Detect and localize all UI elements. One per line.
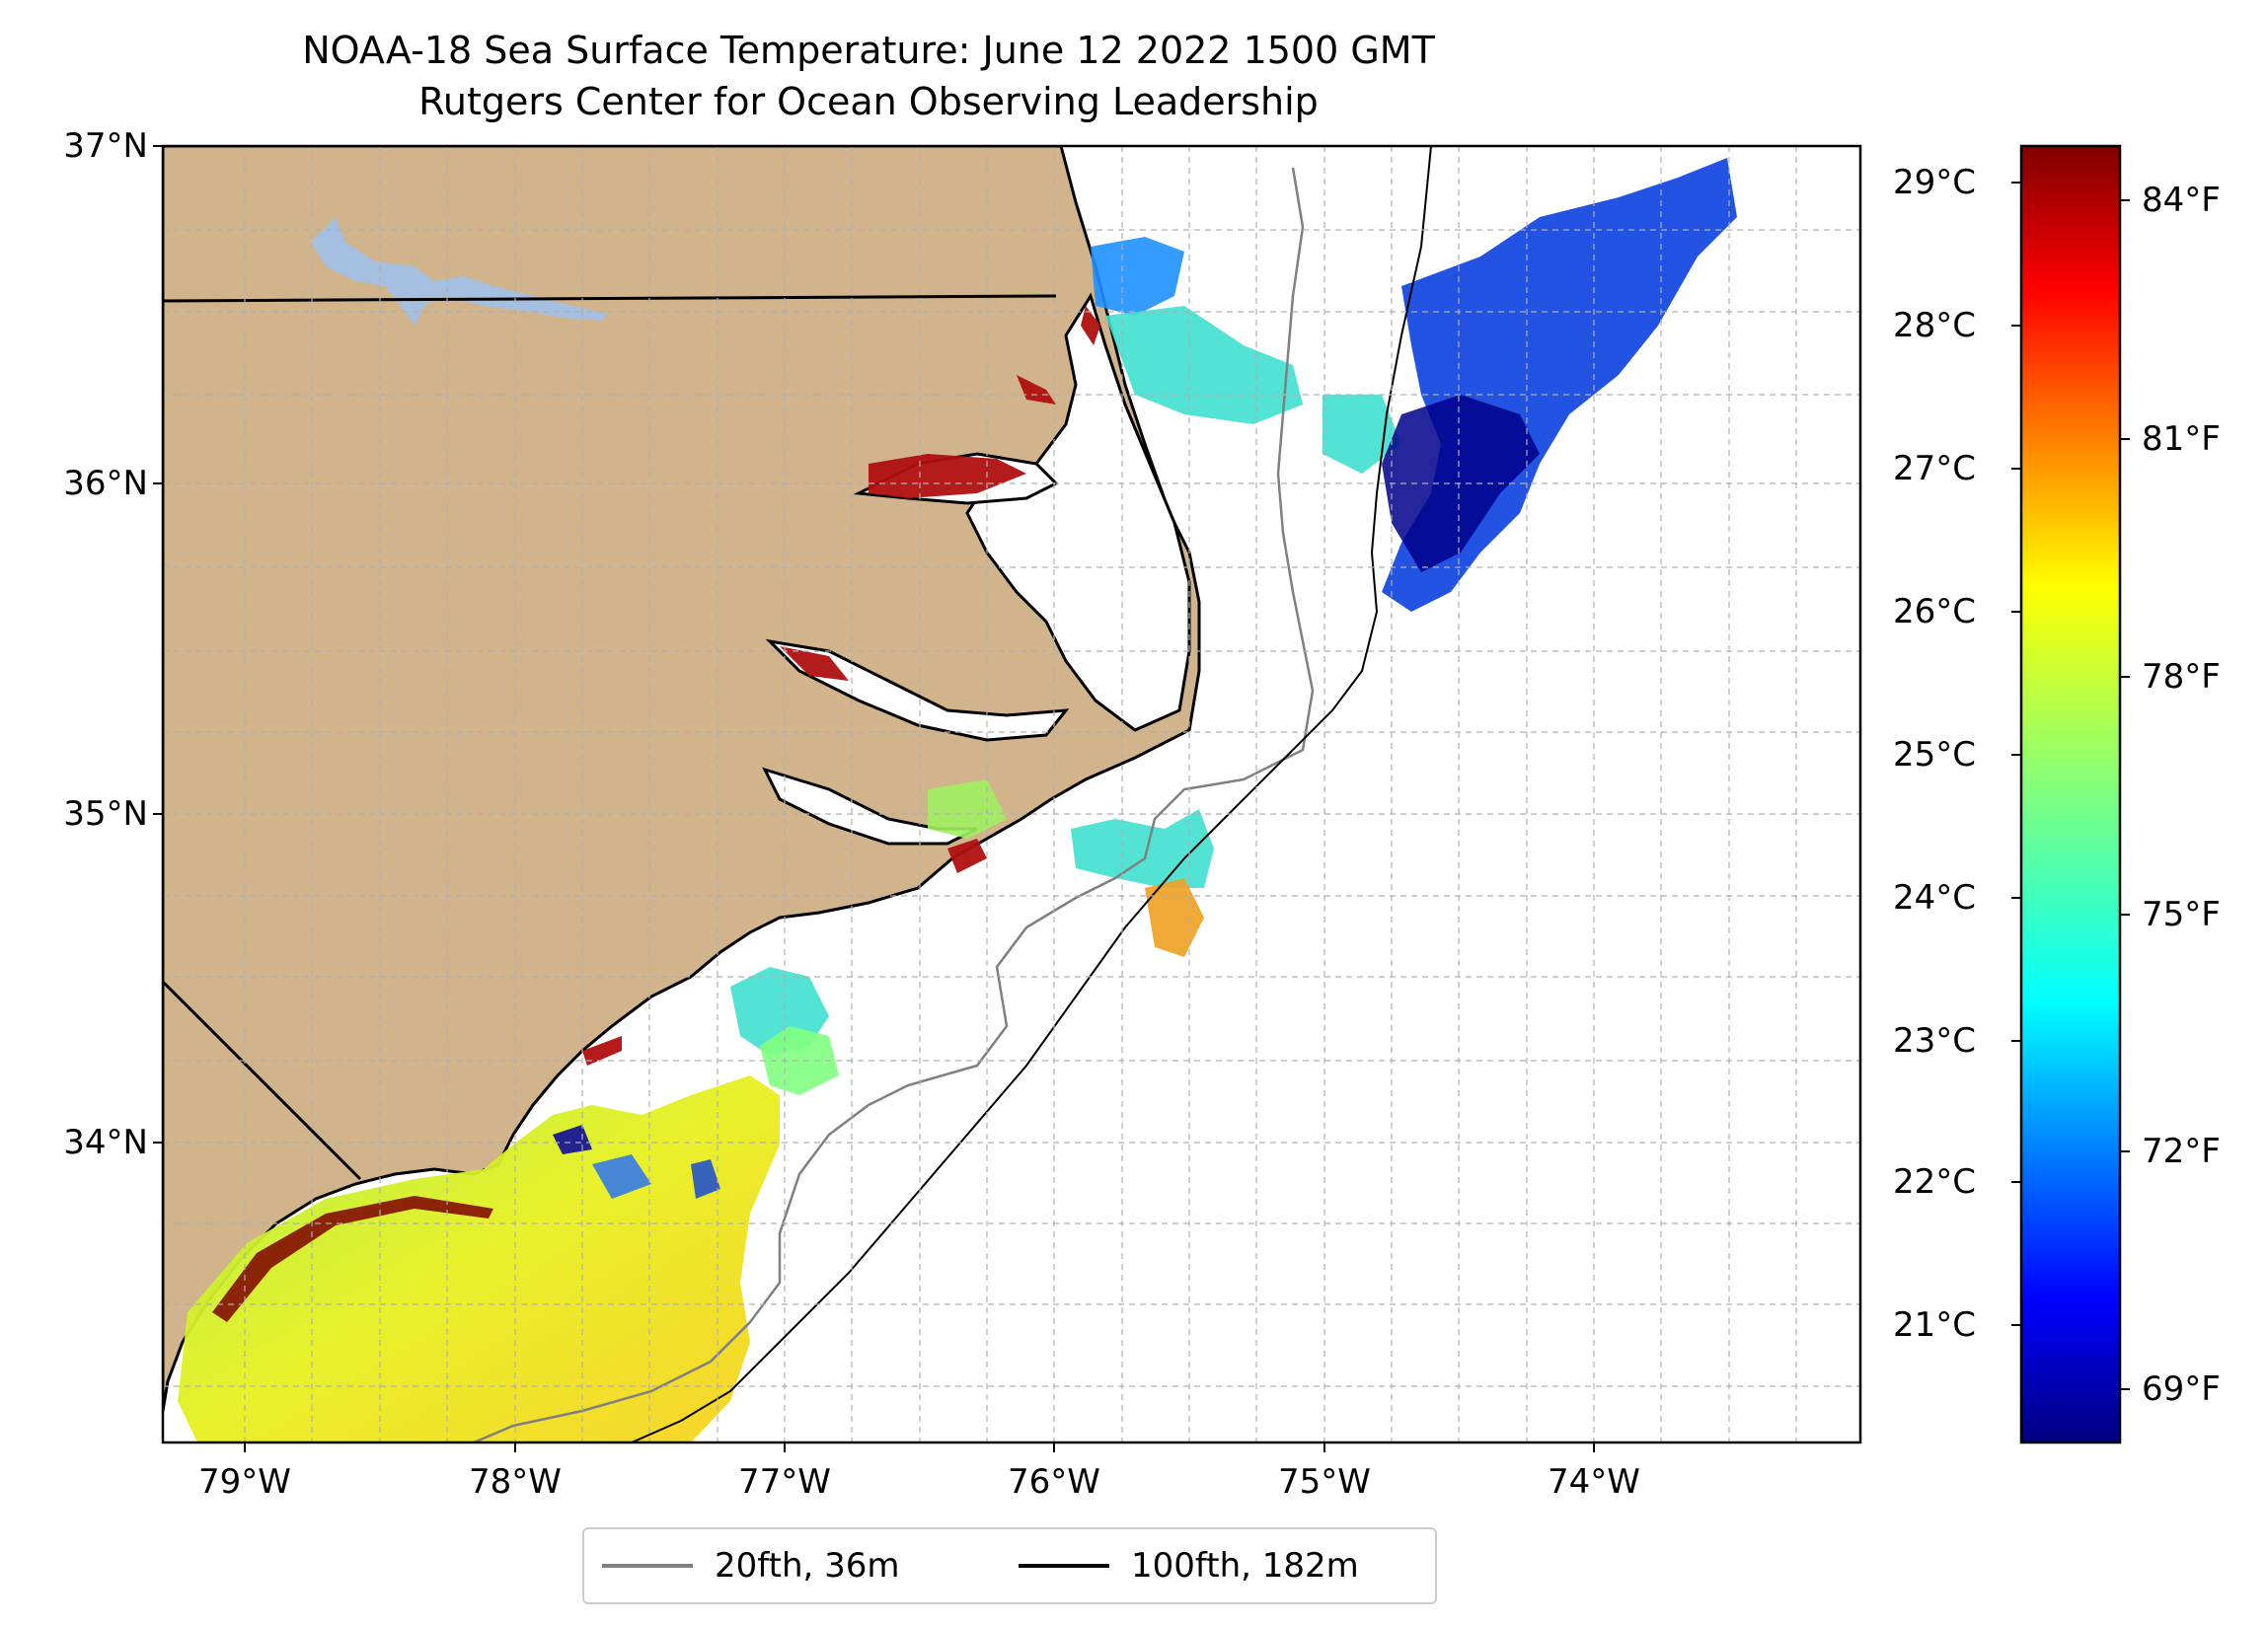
lon-label: 77°W xyxy=(738,1462,831,1502)
colorbar-celsius-label: 25°C xyxy=(1893,735,1977,775)
isobath-20fth xyxy=(473,167,1315,1442)
map-subtitle: Rutgers Center for Ocean Observing Leade… xyxy=(418,80,1319,123)
colorbar-fahrenheit-label: 75°F xyxy=(2142,895,2221,934)
colorbar-celsius-label: 21°C xyxy=(1893,1305,1977,1345)
lat-label: 36°N xyxy=(63,464,148,503)
lat-label: 37°N xyxy=(63,126,148,166)
lon-label: 75°W xyxy=(1278,1462,1371,1502)
legend-item: 20fth, 36m xyxy=(602,1529,900,1602)
colorbar-fahrenheit-label: 78°F xyxy=(2142,657,2221,697)
legend: 20fth, 36m 100fth, 182m xyxy=(582,1527,1437,1604)
lon-label: 74°W xyxy=(1548,1462,1640,1502)
legend-label: 100fth, 182m xyxy=(1131,1546,1359,1586)
colorbar-fahrenheit-label: 81°F xyxy=(2142,419,2221,459)
colorbar-fahrenheit-label: 72°F xyxy=(2142,1132,2221,1171)
map-area xyxy=(163,146,1860,1442)
legend-item: 100fth, 182m xyxy=(1019,1529,1359,1602)
colorbar-celsius-label: 22°C xyxy=(1893,1162,1977,1202)
lon-label: 79°W xyxy=(198,1462,291,1502)
lat-label: 35°N xyxy=(63,794,148,834)
map-frame xyxy=(161,144,1862,1444)
colorbar-celsius-label: 26°C xyxy=(1893,592,1977,631)
state-border xyxy=(163,980,362,1181)
legend-line-20fth xyxy=(602,1564,693,1568)
lat-label: 34°N xyxy=(63,1123,148,1162)
legend-line-100fth xyxy=(1019,1564,1109,1568)
colorbar-celsius-label: 28°C xyxy=(1893,306,1977,345)
colorbar-celsius-label: 29°C xyxy=(1893,163,1977,202)
legend-label: 20fth, 36m xyxy=(715,1546,900,1586)
colorbar-celsius-label: 23°C xyxy=(1893,1021,1977,1061)
pamlico-sound xyxy=(965,292,1191,732)
gridlines xyxy=(163,146,1860,1442)
lon-label: 78°W xyxy=(469,1462,562,1502)
colorbar-celsius-label: 24°C xyxy=(1893,878,1977,918)
lon-label: 76°W xyxy=(1008,1462,1100,1502)
map-title: NOAA-18 Sea Surface Temperature: June 12… xyxy=(302,29,1435,72)
colorbar-fahrenheit-label: 84°F xyxy=(2142,181,2221,220)
colorbar-celsius-label: 27°C xyxy=(1893,449,1977,488)
colorbar-fahrenheit-label: 69°F xyxy=(2142,1369,2221,1409)
isobath-100fth xyxy=(631,146,1432,1442)
colorbar xyxy=(2019,144,2122,1444)
